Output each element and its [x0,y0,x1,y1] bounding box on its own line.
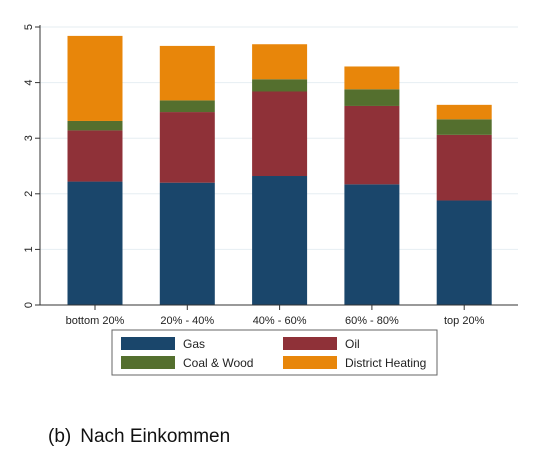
bar-segment-oil [436,134,492,201]
bar-segment-district-heating [344,66,400,90]
stacked-bar-chart: 0 1 2 3 4 5 bottom 20% 20% - 40% 40% - 60% 60% -… [23,24,518,376]
legend-label-gas: Gas [183,337,205,351]
y-tick-label: 3 [23,135,35,141]
bar-segment-coal-wood [344,89,400,106]
bar-segment-oil [252,91,308,177]
bar-segment-gas [344,184,400,305]
bar-segment-gas [67,181,123,305]
bars [67,35,492,305]
legend-swatch-gas [121,337,175,350]
bar-segment-district-heating [252,44,308,80]
legend-swatch-coal-wood [121,356,175,369]
bar-segment-district-heating [159,45,215,101]
y-tick-label: 1 [23,246,35,252]
legend-label-oil: Oil [345,337,360,351]
bar-segment-gas [159,182,215,305]
caption-text: Nach Einkommen [80,426,231,447]
bar-segment-coal-wood [159,100,215,113]
bar-segment-gas [252,176,308,305]
x-tick-label: 60% - 80% [345,315,399,327]
axes [39,25,518,306]
legend-swatch-district-heating [283,356,337,369]
x-axis-ticks: bottom 20% 20% - 40% 40% - 60% 60% - 80% top… [66,305,485,327]
y-tick-label: 5 [23,24,35,30]
y-tick-label: 0 [23,302,35,308]
bar-segment-district-heating [436,104,492,120]
y-tick-label: 2 [23,191,35,197]
bar-segment-coal-wood [252,79,308,92]
x-tick-label: 40% - 60% [253,315,307,327]
x-tick-label: top 20% [444,315,485,327]
bar-segment-oil [159,112,215,183]
caption-label: (b) [48,426,72,447]
bar-segment-oil [344,105,400,185]
bar-segment-coal-wood [67,120,123,131]
bar-segment-oil [67,130,123,182]
y-tick-label: 4 [23,80,35,86]
legend: Gas Oil Coal & Wood District Heating [111,329,438,376]
bar-segment-gas [436,200,492,305]
y-axis-ticks: 0 1 2 3 4 5 [23,24,40,308]
bar-segment-coal-wood [436,119,492,135]
bar-segment-district-heating [67,35,123,121]
legend-label-coal-wood: Coal & Wood [183,356,253,370]
x-tick-label: 20% - 40% [160,315,214,327]
legend-label-district-heating: District Heating [345,356,426,370]
figure-caption: (b) Nach Einkommen [48,426,230,448]
legend-swatch-oil [283,337,337,350]
x-tick-label: bottom 20% [66,315,125,327]
